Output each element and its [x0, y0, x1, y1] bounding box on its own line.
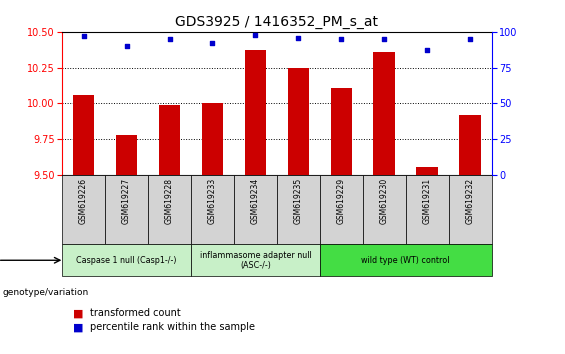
Bar	[159, 105, 180, 175]
Point	[466, 36, 475, 42]
Text: GSM619226: GSM619226	[79, 178, 88, 224]
Text: ■: ■	[73, 308, 84, 318]
Text: GSM619234: GSM619234	[251, 178, 260, 224]
Bar	[320, 175, 363, 244]
Bar	[320, 244, 492, 276]
Text: inflammasome adapter null
(ASC-/-): inflammasome adapter null (ASC-/-)	[199, 251, 311, 270]
Bar	[459, 115, 481, 175]
Text: GSM619232: GSM619232	[466, 178, 475, 224]
Bar	[148, 175, 191, 244]
Bar	[202, 103, 223, 175]
Bar	[331, 87, 352, 175]
Bar	[105, 175, 148, 244]
Text: GSM619233: GSM619233	[208, 178, 217, 224]
Text: GSM619230: GSM619230	[380, 178, 389, 224]
Text: GSM619227: GSM619227	[122, 178, 131, 224]
Bar	[73, 95, 94, 175]
Bar	[416, 167, 438, 175]
Bar	[288, 68, 309, 175]
Point	[337, 36, 346, 42]
Bar	[406, 175, 449, 244]
Point	[79, 33, 88, 39]
Point	[165, 36, 174, 42]
Bar	[62, 244, 191, 276]
Bar	[373, 52, 395, 175]
Text: transformed count: transformed count	[90, 308, 181, 318]
Title: GDS3925 / 1416352_PM_s_at: GDS3925 / 1416352_PM_s_at	[175, 16, 379, 29]
Point	[423, 47, 432, 53]
Text: genotype/variation: genotype/variation	[3, 287, 89, 297]
Text: GSM619228: GSM619228	[165, 178, 174, 224]
Text: ■: ■	[73, 322, 84, 332]
Bar	[191, 244, 320, 276]
Point	[251, 32, 260, 38]
Point	[122, 43, 131, 49]
Text: Caspase 1 null (Casp1-/-): Caspase 1 null (Casp1-/-)	[76, 256, 177, 265]
Point	[380, 36, 389, 42]
Text: GSM619231: GSM619231	[423, 178, 432, 224]
Bar	[191, 175, 234, 244]
Bar	[234, 175, 277, 244]
Text: GSM619229: GSM619229	[337, 178, 346, 224]
Text: wild type (WT) control: wild type (WT) control	[362, 256, 450, 265]
Bar	[245, 50, 266, 175]
Text: GSM619235: GSM619235	[294, 178, 303, 224]
Bar	[363, 175, 406, 244]
Text: percentile rank within the sample: percentile rank within the sample	[90, 322, 255, 332]
Bar	[62, 175, 105, 244]
Bar	[449, 175, 492, 244]
Bar	[116, 135, 137, 175]
Point	[208, 40, 217, 46]
Point	[294, 35, 303, 40]
Bar	[277, 175, 320, 244]
